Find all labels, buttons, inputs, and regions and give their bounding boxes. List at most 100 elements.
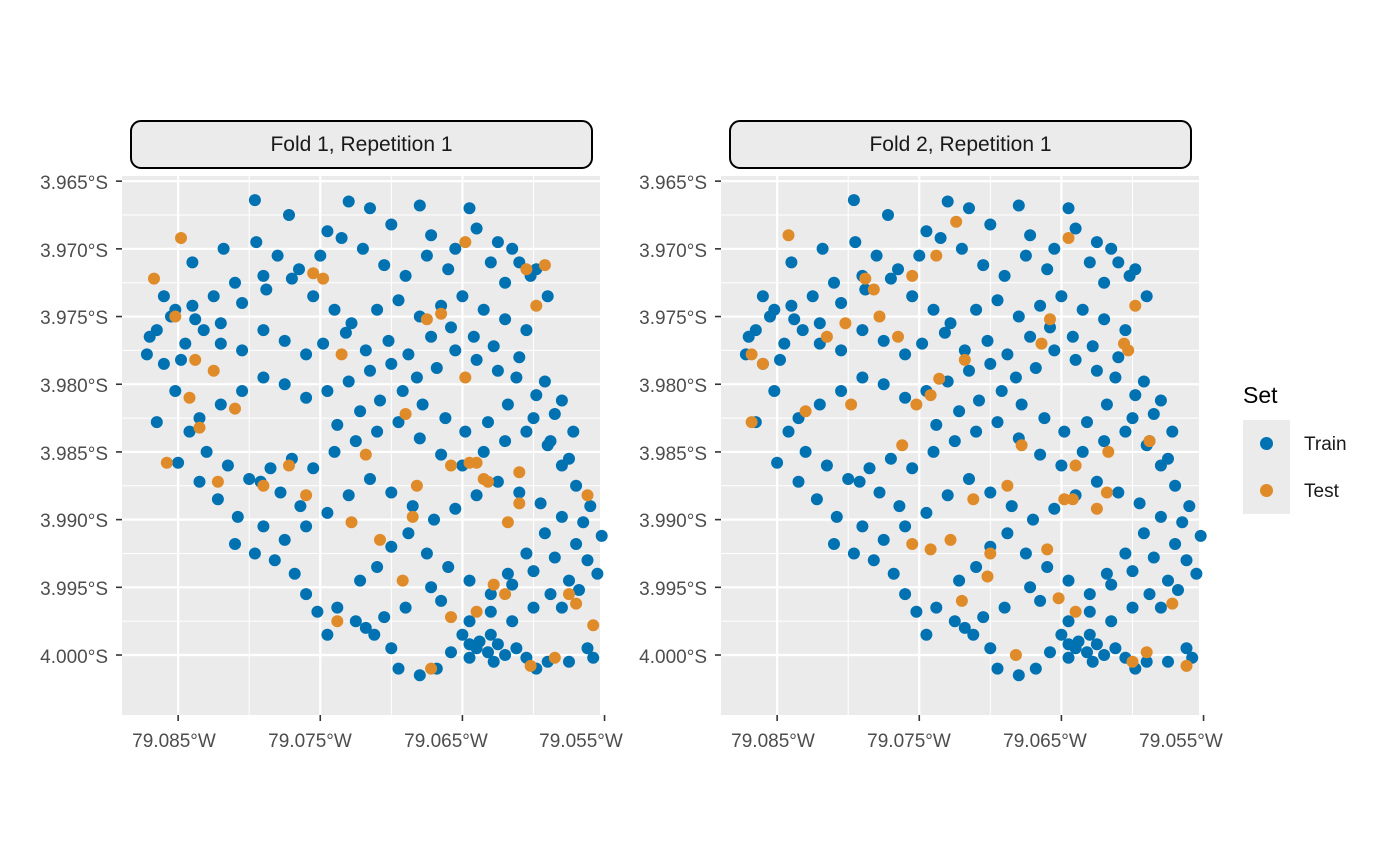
point-test [160,456,173,469]
point-train [963,364,975,377]
point-train [257,520,270,533]
point-test [1041,543,1054,556]
point-test [183,391,196,404]
point-train [1083,256,1096,269]
point-train [189,313,202,326]
point-train [887,567,900,580]
point-train [1109,642,1122,655]
point-train [1180,554,1193,567]
point-train [399,601,412,614]
legend-label-train: Train [1304,434,1347,455]
point-train [1169,479,1182,492]
point-train [1194,529,1207,542]
point-train [941,489,954,502]
point-train [527,601,540,614]
point-test [399,408,412,420]
point-train [810,493,823,506]
point-train [587,651,600,664]
point-train [1081,646,1093,659]
point-test [410,479,423,492]
point-test [487,578,500,591]
point-train [1140,290,1153,303]
point-train [439,412,452,425]
point-train [991,294,1004,307]
point-train [778,337,791,350]
x-tick-label: 79.075°W [867,731,951,752]
y-tick-label: 3.965°S [40,173,108,194]
point-train [1058,425,1071,438]
point-test [1069,605,1082,618]
y-tick-label: 4.000°S [639,647,707,668]
point-test [1069,459,1082,472]
point-train [1147,551,1160,564]
point-test [955,594,968,607]
point-train [899,348,912,361]
point-train [534,497,547,510]
point-train [311,605,324,618]
point-train [570,538,583,550]
point-train [930,601,943,614]
y-tick-label: 3.970°S [40,241,108,262]
point-train [1137,527,1150,540]
point-train [211,493,224,506]
point-test [984,547,997,560]
point-train [920,506,933,519]
point-train [378,611,391,624]
point-train [1029,662,1042,675]
point-train [877,378,890,391]
point-train [520,547,533,560]
point-train [1098,313,1111,326]
point-train [449,344,462,357]
point-train [820,459,833,472]
point-train [513,351,526,364]
point-train [958,621,971,634]
point-train [563,574,575,587]
point-train [482,416,494,429]
point-train [385,642,398,655]
y-tick-label: 3.985°S [639,444,707,465]
point-train [853,475,866,488]
point-train [1001,348,1014,361]
point-train [771,456,784,469]
point-train [364,364,376,377]
point-train [768,385,781,397]
point-train [510,642,523,655]
point-train [345,317,358,330]
point-train [207,290,220,303]
point-test [524,659,537,672]
point-train [958,344,971,357]
point-train [399,269,412,282]
point-train [349,435,362,448]
point-train [354,405,367,418]
point-test [1180,659,1193,672]
point-train [513,486,526,499]
y-tick-label: 3.990°S [639,511,707,532]
point-train [491,638,504,651]
point-train [463,615,476,628]
point-train [538,375,551,388]
point-train [906,290,919,303]
point-train [927,445,940,458]
point-train [930,418,943,431]
point-test [1102,445,1115,458]
point-train [186,299,199,312]
point-train [1098,435,1111,448]
point-train [1005,500,1018,513]
point-train [392,294,405,307]
point-train [425,229,438,242]
point-test [477,473,490,485]
point-train [1126,412,1139,425]
point-train [768,303,781,316]
point-train [1072,635,1085,648]
point-train [491,364,504,377]
legend: Set Train Test [1243,382,1347,514]
point-test [859,272,872,285]
point-test [563,588,575,601]
point-train [510,371,523,384]
point-train [193,412,206,425]
point-train [893,500,906,513]
point-train [317,337,330,350]
point-train [967,628,980,641]
point-train [382,334,395,347]
point-train [1015,398,1028,411]
